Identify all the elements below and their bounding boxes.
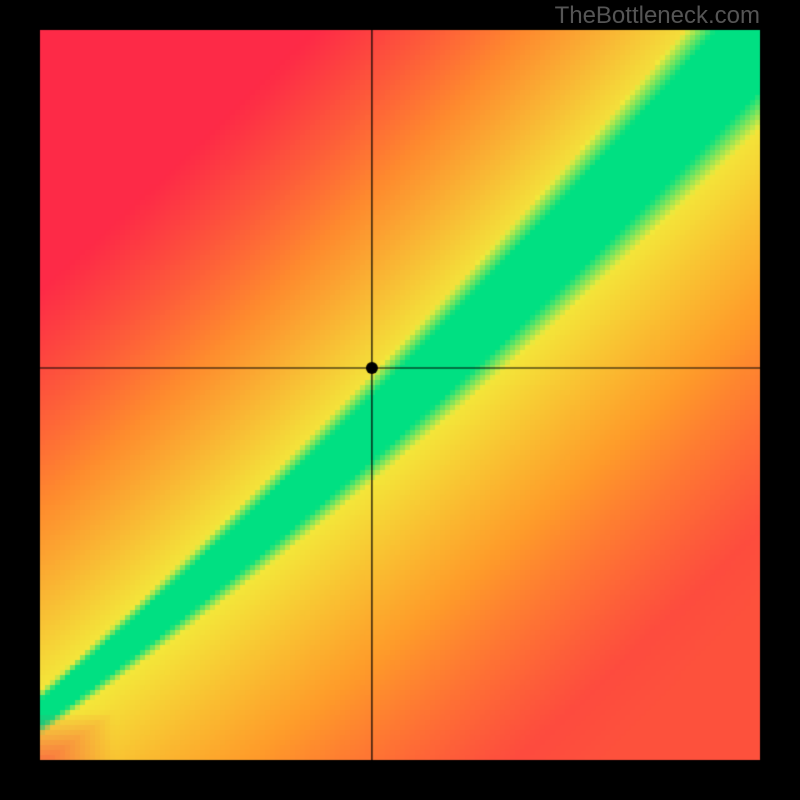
watermark-text: TheBottleneck.com xyxy=(555,2,760,30)
chart-container: TheBottleneck.com xyxy=(0,0,800,800)
bottleneck-heatmap xyxy=(0,0,800,800)
